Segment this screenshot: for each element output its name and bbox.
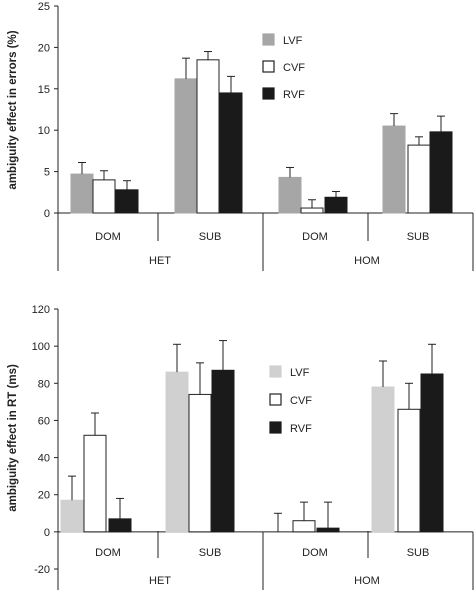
- bar-rvf: [108, 518, 132, 533]
- y-tick-label: 40: [38, 453, 50, 465]
- y-tick-label: 100: [32, 341, 50, 353]
- y-tick-label: 0: [44, 527, 50, 539]
- bar-lvf: [382, 125, 406, 214]
- bar-cvf: [300, 207, 324, 214]
- y-tick-label: -20: [34, 564, 50, 576]
- y-tick-label: 20: [38, 490, 50, 502]
- legend-swatch-rvf: [269, 421, 282, 434]
- bar-cvf: [397, 408, 421, 533]
- bar-lvf: [165, 371, 189, 533]
- y-tick-label: 10: [38, 125, 50, 137]
- bar-cvf: [92, 179, 116, 214]
- y-tick-label: 25: [38, 1, 50, 13]
- group-label: HOM: [354, 255, 380, 267]
- bar-rvf: [316, 527, 340, 533]
- y-tick-label: 120: [32, 304, 50, 316]
- category-label: DOM: [302, 231, 328, 243]
- group-label: HOM: [354, 575, 380, 587]
- legend-label-cvf: CVF: [283, 62, 305, 74]
- rt-chart-panel: ambiguity effect in RT (ms) -20 0 20 40 60 80…: [7, 304, 474, 590]
- bar-rvf: [324, 196, 348, 214]
- legend-swatch-cvf: [269, 393, 282, 406]
- bar-cvf: [407, 144, 431, 214]
- legend-label-rvf: RVF: [290, 423, 312, 435]
- category-label: DOM: [302, 547, 328, 559]
- bar-lvf: [70, 173, 94, 214]
- legend-label-cvf: CVF: [290, 395, 312, 407]
- category-label: DOM: [95, 231, 121, 243]
- bar-lvf: [278, 176, 302, 214]
- y-axis-label-rt: ambiguity effect in RT (ms): [7, 364, 19, 512]
- legend-label-lvf: LVF: [290, 367, 310, 379]
- bar-lvf: [371, 386, 395, 533]
- y-tick-label: 80: [38, 378, 50, 390]
- category-label: SUB: [407, 231, 430, 243]
- y-tick-label: 0: [44, 208, 50, 220]
- y-axis-label-errors: ambiguity effect in errors (%): [7, 30, 19, 189]
- bar-cvf: [292, 520, 316, 533]
- group-label: HET: [149, 255, 171, 267]
- category-label: SUB: [407, 547, 430, 559]
- bar-rvf: [420, 373, 444, 533]
- bar-cvf: [83, 434, 107, 533]
- bar-lvf: [174, 78, 198, 214]
- errors-chart-panel: ambiguity effect in errors (%) 0 5 10 15 20 2…: [7, 1, 474, 271]
- legend-swatch-rvf: [262, 87, 275, 100]
- legend-swatch-cvf: [262, 60, 275, 73]
- legend-label-rvf: RVF: [283, 89, 305, 101]
- y-tick-label: 15: [38, 84, 50, 96]
- category-label: SUB: [199, 547, 222, 559]
- group-label: HET: [149, 575, 171, 587]
- legend-swatch-lvf: [262, 33, 275, 46]
- bar-rvf: [219, 92, 243, 214]
- bar-rvf: [115, 189, 139, 214]
- bar-cvf: [196, 59, 220, 214]
- y-tick-label: 5: [44, 167, 50, 179]
- y-tick-label: 20: [38, 42, 50, 54]
- category-label: DOM: [95, 547, 121, 559]
- legend-label-lvf: LVF: [283, 35, 303, 47]
- bar-rvf: [429, 131, 453, 214]
- bar-cvf: [188, 393, 212, 533]
- legend-swatch-lvf: [269, 365, 282, 378]
- y-tick-label: 60: [38, 415, 50, 427]
- bar-rvf: [211, 369, 235, 533]
- bar-lvf: [60, 499, 84, 533]
- category-label: SUB: [199, 231, 222, 243]
